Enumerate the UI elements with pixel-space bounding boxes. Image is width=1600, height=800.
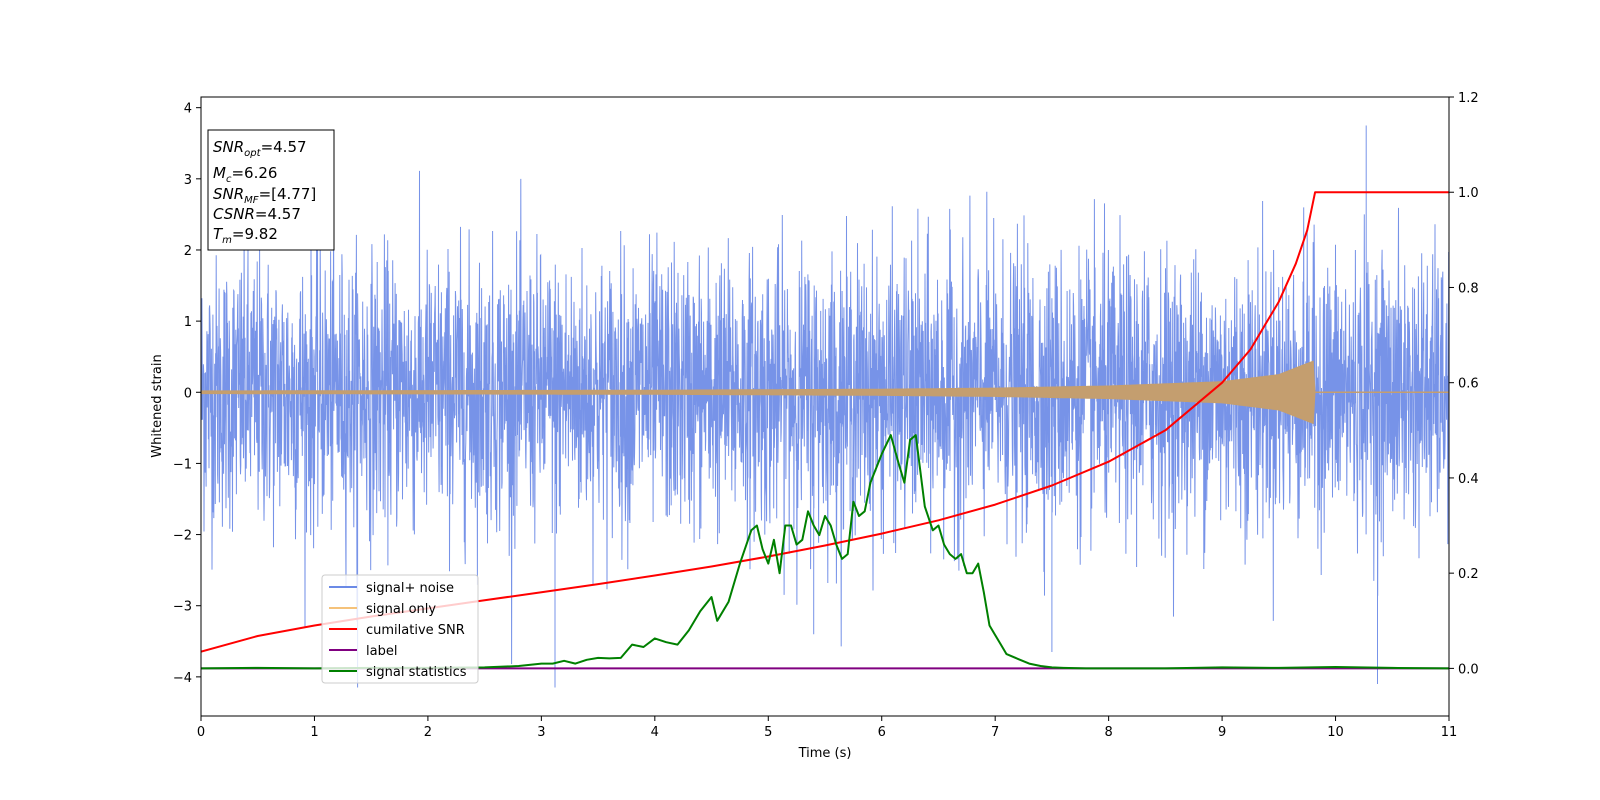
plot-frame	[200, 96, 1450, 717]
info-mc: Mc=6.26	[213, 164, 277, 185]
x-tick-label: 0	[197, 725, 205, 740]
x-tick-label: 4	[651, 725, 659, 740]
y-right-tick-label: 1.2	[1458, 91, 1479, 106]
x-axis: 0 1 2 3 4 5 6 7 8 9 10 11	[197, 716, 1457, 740]
y-right-tick-label: 0.8	[1458, 281, 1479, 296]
y-left-tick-label: 2	[184, 244, 192, 259]
legend-frame	[321, 574, 479, 684]
y-left-tick-label: 3	[184, 173, 192, 188]
y-left-tick-label: −3	[173, 600, 192, 615]
y-right-tick-label: 1.0	[1458, 186, 1479, 201]
legend-label-cumulative-snr: cumilative SNR	[366, 623, 465, 638]
x-tick-label: 9	[1218, 725, 1226, 740]
y-right-tick-label: 0.0	[1458, 662, 1479, 677]
x-tick-label: 6	[878, 725, 886, 740]
x-tick-label: 3	[537, 725, 545, 740]
signal-statistics-line	[201, 434, 1449, 670]
legend: signal+ noise signal only cumilative SNR…	[321, 574, 479, 684]
legend-label-signal-statistics: signal statistics	[366, 665, 467, 680]
y-left-tick-label: 1	[184, 315, 192, 330]
x-tick-label: 7	[991, 725, 999, 740]
y-left-tick-label: 0	[184, 386, 192, 401]
info-snr-opt: SNRopt=4.57	[213, 138, 307, 159]
legend-label-signal-noise: signal+ noise	[366, 581, 454, 596]
info-box: SNRopt=4.57 Mc=6.26 SNRMF=[4.77] CSNR=4.…	[207, 129, 335, 251]
y-left-tick-label: −2	[173, 529, 192, 544]
signal-noise-line	[201, 125, 1449, 688]
y-left-tick-label: 4	[184, 102, 192, 117]
info-snr-mf: SNRMF=[4.77]	[213, 185, 316, 206]
x-tick-label: 1	[310, 725, 318, 740]
info-csnr: CSNR=4.57	[213, 205, 301, 223]
y-left-tick-label: −4	[173, 671, 192, 686]
y-left-tick-label: −1	[173, 457, 192, 472]
y-axis-left: −4 −3 −2 −1 0 1 2 3 4	[173, 102, 201, 686]
y-right-tick-label: 0.4	[1458, 472, 1479, 487]
legend-label-label: label	[366, 644, 397, 659]
x-axis-label: Time (s)	[798, 746, 852, 761]
series-signal-only	[201, 360, 1449, 425]
y-right-tick-label: 0.6	[1458, 377, 1479, 392]
x-tick-label: 8	[1104, 725, 1112, 740]
x-tick-label: 5	[764, 725, 772, 740]
series-signal-noise	[201, 125, 1449, 688]
x-tick-label: 11	[1441, 725, 1458, 740]
legend-label-signal-only: signal only	[366, 602, 436, 617]
signal-only-band	[201, 360, 1316, 425]
series-signal-statistics	[201, 434, 1449, 670]
x-tick-label: 10	[1327, 725, 1344, 740]
x-tick-label: 2	[424, 725, 432, 740]
y-axis-label: Whitened strain	[150, 354, 165, 457]
info-box-frame	[207, 129, 335, 251]
y-axis-right: 0.0 0.2 0.4 0.6 0.8 1.0 1.2	[1449, 91, 1479, 677]
y-right-tick-label: 0.2	[1458, 567, 1479, 582]
info-tm: Tm=9.82	[213, 225, 278, 246]
